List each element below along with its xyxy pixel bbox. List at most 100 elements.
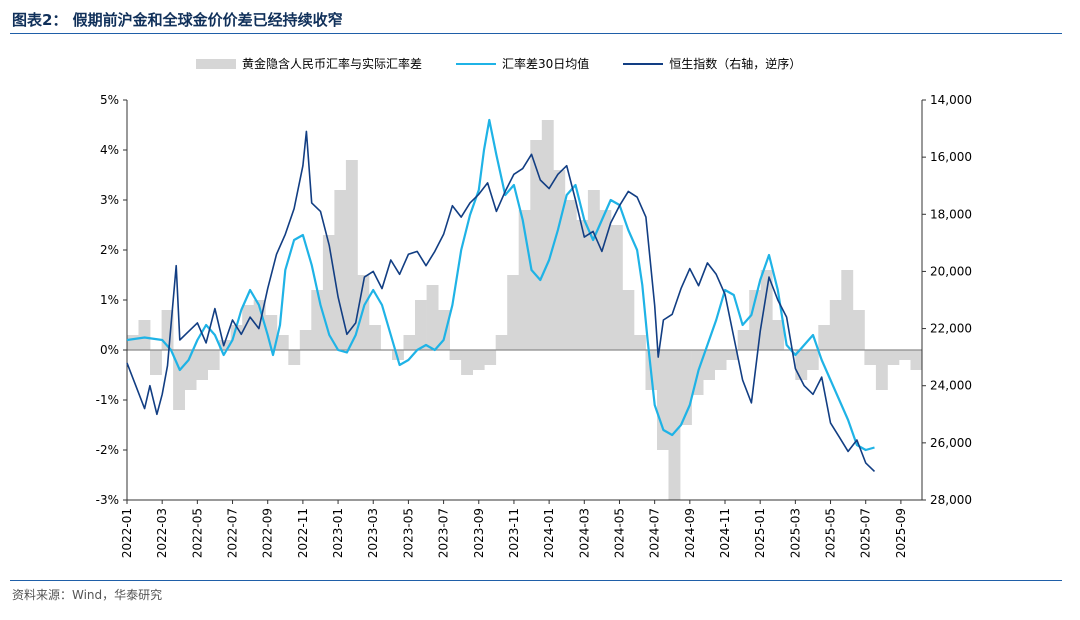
x-tick-label: 2023-01 [331,508,345,558]
x-tick-label: 2024-01 [542,508,556,558]
right-tick-label: 14,000 [930,93,972,107]
bottom-rule [10,580,1062,581]
x-tick-label: 2022-05 [190,508,204,558]
gap-bar [150,350,162,375]
legend-label-ma30: 汇率差30日均值 [502,57,590,71]
x-tick-label: 2024-11 [718,508,732,558]
gap-bar [760,270,773,350]
right-tick-label: 16,000 [930,150,972,164]
legend-item-ma30: 汇率差30日均值 [456,55,589,72]
gap-bar [472,350,485,370]
gap-bar [230,325,243,350]
left-tick-label: -3% [96,493,119,507]
gap-bar [461,350,473,375]
figure-title: 图表2： 假期前沪金和全球金价价差已经持续收窄 [12,11,343,29]
gap-bar [276,335,289,350]
right-tick-label: 24,000 [930,379,972,393]
left-tick-label: 3% [100,193,119,207]
gap-bar [415,300,427,350]
legend-swatch-gap [196,58,236,69]
left-tick-label: 2% [100,243,119,257]
left-tick-label: 1% [100,293,119,307]
gap-bar [829,300,842,350]
legend-label-hsi: 恒生指数（右轴，逆序） [669,57,802,71]
left-tick-label: 4% [100,143,119,157]
gap-bar [518,210,531,350]
gap-bar [737,330,750,350]
x-tick-label: 2022-07 [226,508,240,558]
gap-bar [345,160,358,350]
gap-bar [541,120,554,350]
gap-bar [553,170,566,350]
gap-bar [242,305,255,350]
left-tick-label: -1% [96,393,119,407]
gap-bar [196,350,208,380]
x-tick-label: 2022-03 [155,508,169,558]
legend-swatch-ma30 [456,62,497,65]
right-tick-label: 22,000 [930,322,972,336]
gap-bar [299,330,312,350]
gap-bar [841,270,854,350]
gap-bar [622,290,635,350]
chart-legend: 黄金隐含人民币汇率与实际汇率差 汇率差30日均值 恒生指数（右轴，逆序） [196,55,835,72]
gap-bar [127,335,139,350]
x-tick-label: 2025-01 [753,508,767,558]
gap-bar [495,335,508,350]
gap-bar [818,325,831,350]
gap-bar [484,350,497,365]
gap-bar [161,310,174,350]
hsi-line [126,130,876,472]
gap-bar [288,350,301,365]
gap-bar [219,340,232,350]
ma30-line [126,118,875,452]
legend-item-gap: 黄金隐含人民币汇率与实际汇率差 [196,55,422,72]
gap-bar [334,190,347,350]
gap-bar [322,235,335,350]
x-tick-label: 2025-05 [824,508,838,558]
gap-bar [599,210,612,350]
source-note: 资料来源：Wind，华泰研究 [12,588,163,602]
gap-bar [726,350,738,360]
gap-bar [184,350,197,390]
gap-bar [772,320,785,350]
gap-bar [795,350,808,380]
gap-bar [311,290,324,350]
right-tick-label: 28,000 [930,493,972,507]
gap-bar [610,225,623,350]
gap-bar [207,350,220,370]
x-tick-label: 2024-05 [612,508,626,558]
gap-bar [899,350,911,360]
gap-bar [265,315,278,350]
gap-bar [369,325,381,350]
gap-bar [910,350,923,370]
legend-label-gap: 黄金隐含人民币汇率与实际汇率差 [242,57,423,71]
legend-swatch-hsi [623,62,664,65]
gap-bar [438,310,450,350]
x-tick-label: 2022-09 [261,508,275,558]
left-tick-label: 0% [100,343,119,357]
right-tick-label: 20,000 [930,264,972,278]
gap-bar [449,350,462,360]
left-tick-label: 5% [100,93,119,107]
gap-bar [875,350,888,390]
gap-bar [864,350,877,365]
gap-bar [852,310,865,350]
gap-bar [749,290,762,350]
x-tick-label: 2025-09 [894,508,908,558]
gap-bar [657,350,669,450]
gap-bar [507,275,520,350]
x-tick-label: 2023-05 [401,508,415,558]
x-tick-label: 2024-09 [683,508,697,558]
right-tick-label: 18,000 [930,207,972,221]
gap-bar [714,350,727,370]
gap-bar [173,350,185,410]
gap-bar [634,335,646,350]
gap-bar [680,350,692,425]
gap-bar [426,285,439,350]
gap-bar [887,350,900,365]
gap-bar [530,140,543,350]
x-tick-label: 2025-03 [788,508,802,558]
legend-item-hsi: 恒生指数（右轴，逆序） [623,55,801,72]
gap-bar [576,220,589,350]
